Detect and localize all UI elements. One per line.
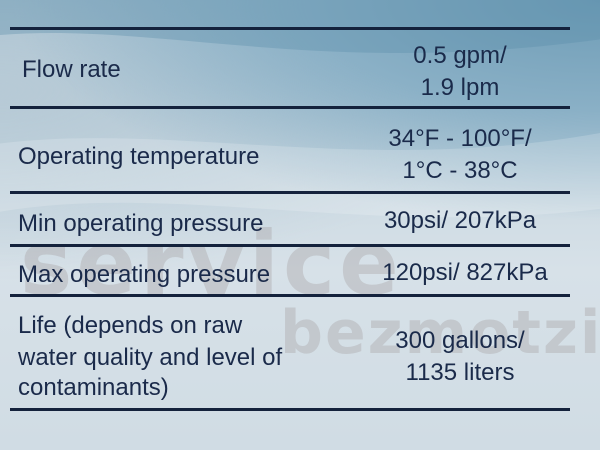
table-rule <box>10 294 570 297</box>
table-rule <box>10 106 570 109</box>
table-rule-bottom <box>10 408 570 411</box>
table-rule <box>10 244 570 247</box>
operating-temperature-label: Operating temperature <box>18 143 260 170</box>
life-label-line1: Life (depends on raw <box>18 312 243 339</box>
life-label-line2: water quality and level of <box>18 344 283 371</box>
table-rule-top <box>10 27 570 30</box>
flow-rate-label: Flow rate <box>22 56 121 83</box>
operating-temperature-value-line1: 34°F - 100°F/ <box>388 125 532 152</box>
life-label-line3: contaminants) <box>18 374 169 401</box>
table-rule <box>10 191 570 194</box>
operating-temperature-value-line2: 1°C - 38°C <box>402 157 518 184</box>
life-value-line2: 1135 liters <box>405 359 515 386</box>
flow-rate-value-line2: 1.9 lpm <box>420 74 500 101</box>
life-value-line1: 300 gallons/ <box>395 327 525 354</box>
min-pressure-label: Min operating pressure <box>18 210 264 237</box>
max-pressure-label: Max operating pressure <box>18 261 271 288</box>
min-pressure-value: 30psi/ 207kPa <box>383 207 537 234</box>
max-pressure-value: 120psi/ 827kPa <box>382 259 548 286</box>
flow-rate-value-line1: 0.5 gpm/ <box>413 42 507 69</box>
